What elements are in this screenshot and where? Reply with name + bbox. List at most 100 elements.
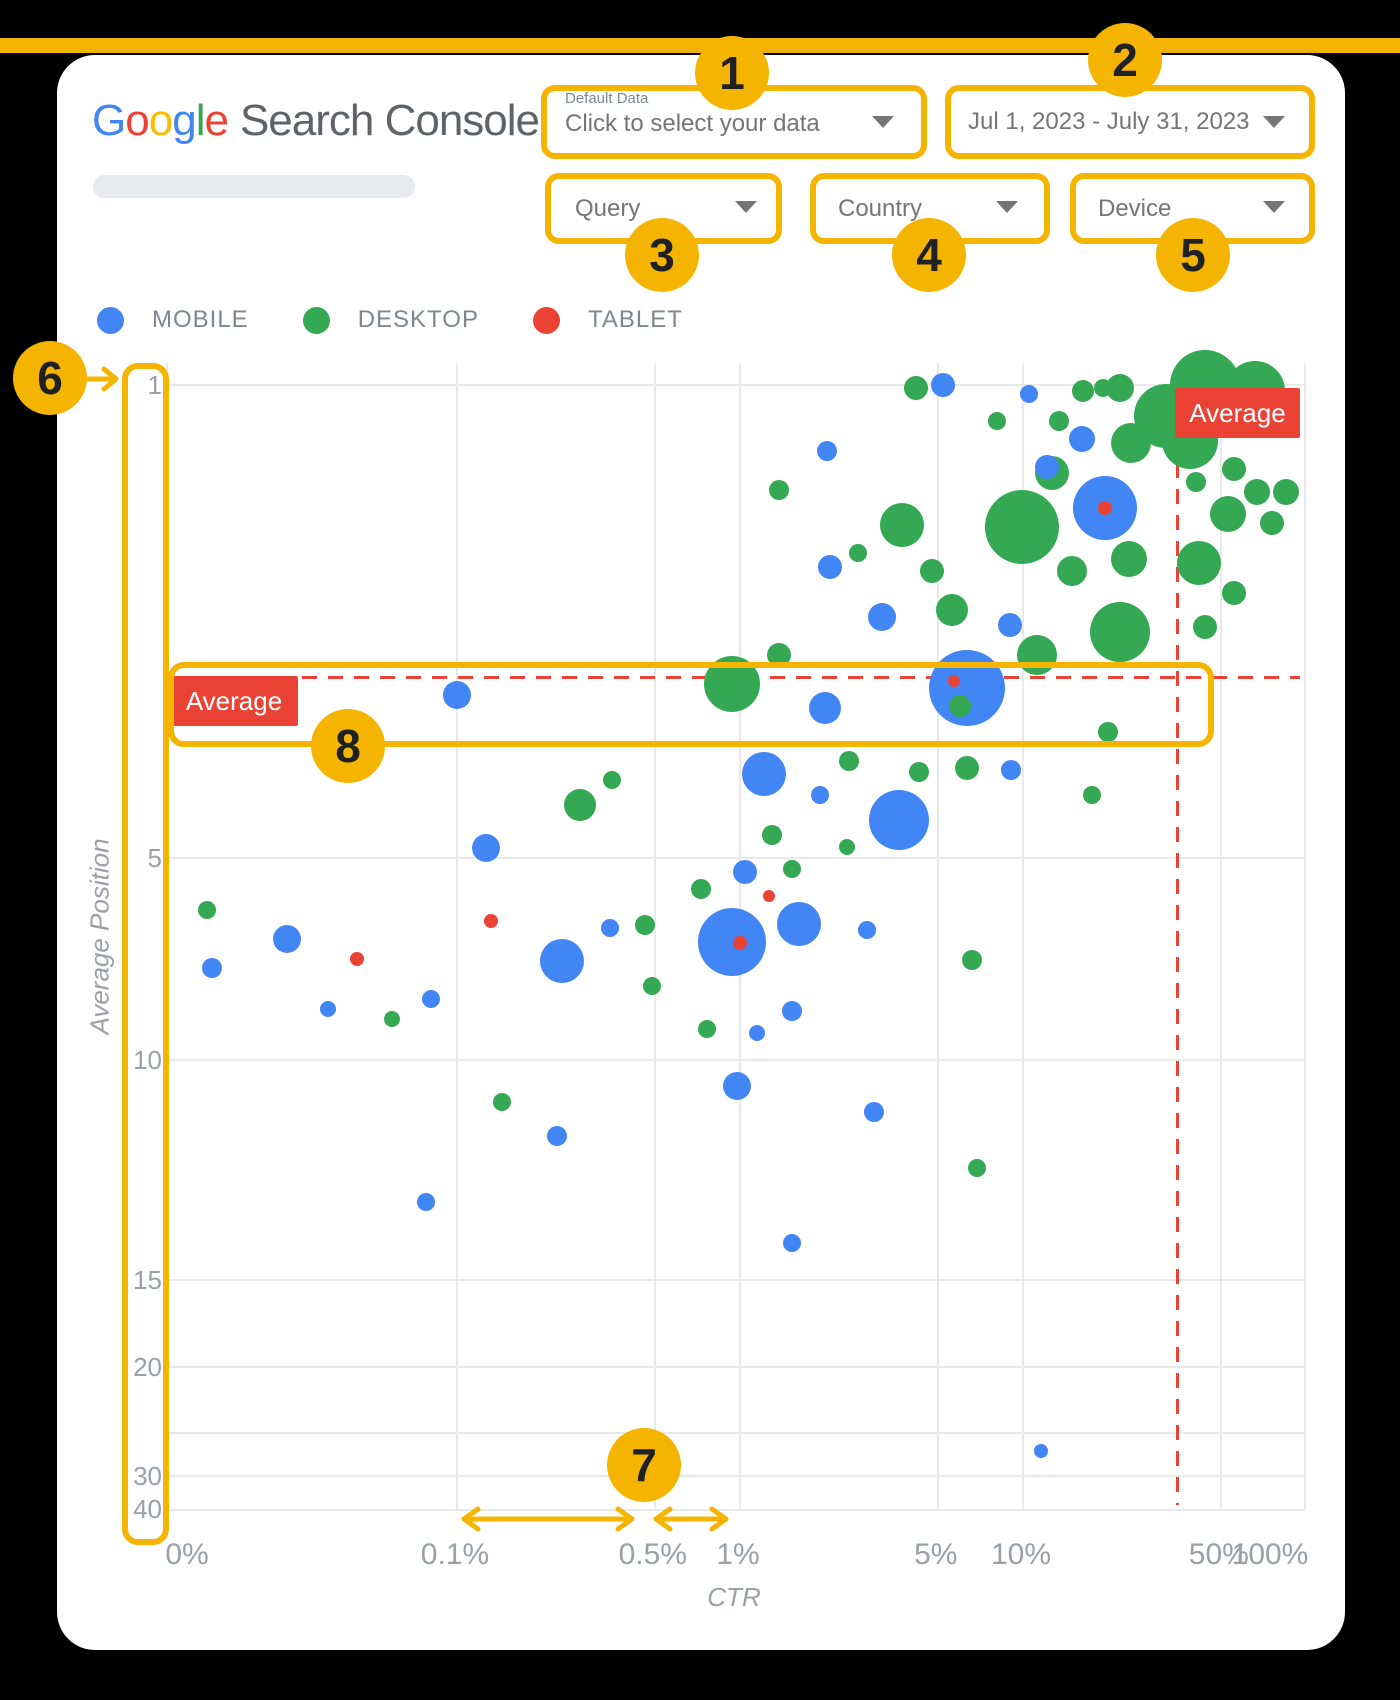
bubble-desktop[interactable] xyxy=(198,901,217,920)
bubble-mobile[interactable] xyxy=(1069,425,1096,452)
bubble-mobile[interactable] xyxy=(782,1000,803,1021)
bubble-desktop[interactable] xyxy=(492,1092,511,1111)
bubble-desktop[interactable] xyxy=(968,1158,987,1177)
bubble-mobile[interactable] xyxy=(723,1072,751,1101)
bubble-mobile[interactable] xyxy=(818,555,842,580)
bubble-mobile[interactable] xyxy=(998,612,1023,637)
bubble-tablet[interactable] xyxy=(484,913,499,928)
legend-dot-icon xyxy=(97,306,124,334)
bubble-desktop[interactable] xyxy=(1273,479,1300,506)
bubble-tablet[interactable] xyxy=(733,936,747,951)
average-ctr-badge: Average xyxy=(1174,388,1300,438)
bubble-desktop[interactable] xyxy=(384,1011,401,1028)
bubble-desktop[interactable] xyxy=(961,950,982,971)
y-axis-tick-label: 20 xyxy=(133,1352,162,1382)
bubble-desktop[interactable] xyxy=(603,770,622,789)
x-axis-tick-label: 0% xyxy=(165,1538,209,1571)
query-filter-label[interactable]: Query xyxy=(575,195,641,222)
bubble-mobile[interactable] xyxy=(443,680,471,709)
bubble-desktop[interactable] xyxy=(838,750,859,771)
bubble-desktop[interactable] xyxy=(984,489,1059,564)
bubble-tablet[interactable] xyxy=(947,675,960,688)
bubble-desktop[interactable] xyxy=(988,411,1007,430)
bubble-desktop[interactable] xyxy=(698,1020,717,1039)
bubble-desktop[interactable] xyxy=(1209,495,1246,532)
bubble-desktop[interactable] xyxy=(1016,635,1057,676)
bubble-desktop[interactable] xyxy=(1098,722,1119,743)
bubble-desktop[interactable] xyxy=(1111,541,1148,578)
bubble-desktop[interactable] xyxy=(1057,555,1087,586)
bubble-tablet[interactable] xyxy=(1098,501,1113,516)
bubble-mobile[interactable] xyxy=(1034,1444,1049,1459)
device-filter-label[interactable]: Device xyxy=(1098,195,1172,222)
legend-item-desktop[interactable]: DESKTOP xyxy=(302,306,479,334)
bubble-mobile[interactable] xyxy=(546,1125,567,1146)
legend-item-tablet[interactable]: TABLET xyxy=(532,306,683,334)
bubble-desktop[interactable] xyxy=(839,839,856,856)
bubble-desktop[interactable] xyxy=(1072,379,1095,402)
bubble-tablet[interactable] xyxy=(763,890,776,903)
legend-dot-icon xyxy=(532,306,560,334)
bubble-mobile[interactable] xyxy=(863,1101,884,1122)
bubble-mobile[interactable] xyxy=(809,691,842,724)
bubble-mobile[interactable] xyxy=(422,989,441,1008)
bubble-mobile[interactable] xyxy=(811,785,830,804)
bubble-tablet[interactable] xyxy=(349,952,364,967)
bubble-mobile[interactable] xyxy=(867,602,896,631)
bubble-mobile[interactable] xyxy=(417,1193,436,1212)
data-source-value[interactable]: Click to select your data xyxy=(565,110,820,137)
bubble-desktop[interactable] xyxy=(1089,602,1150,663)
bubble-mobile[interactable] xyxy=(777,902,822,947)
bubble-desktop[interactable] xyxy=(949,694,972,717)
bubble-desktop[interactable] xyxy=(1177,540,1222,585)
bubble-desktop[interactable] xyxy=(563,788,596,821)
bubble-mobile[interactable] xyxy=(319,1001,336,1018)
bubble-desktop[interactable] xyxy=(1186,471,1207,492)
bubble-desktop[interactable] xyxy=(935,593,968,626)
chart-legend: MOBILE DESKTOP TABLET xyxy=(97,306,683,334)
bubble-desktop[interactable] xyxy=(1260,511,1285,536)
bubble-desktop[interactable] xyxy=(1193,615,1218,640)
bubble-desktop[interactable] xyxy=(848,543,867,562)
bubble-chart-plot-area xyxy=(166,350,1306,1511)
bubble-desktop[interactable] xyxy=(1110,423,1151,464)
bubble-desktop[interactable] xyxy=(908,761,929,782)
bubble-desktop[interactable] xyxy=(1048,410,1069,431)
bubble-mobile[interactable] xyxy=(472,834,501,863)
bubble-mobile[interactable] xyxy=(732,859,757,884)
bubble-mobile[interactable] xyxy=(1035,454,1060,479)
bubble-mobile[interactable] xyxy=(868,790,929,851)
bubble-desktop[interactable] xyxy=(880,502,925,547)
bubble-desktop[interactable] xyxy=(768,480,789,501)
legend-item-mobile[interactable]: MOBILE xyxy=(97,306,249,334)
country-filter-label[interactable]: Country xyxy=(838,195,923,222)
bubble-desktop[interactable] xyxy=(1243,479,1270,506)
bubble-desktop[interactable] xyxy=(1082,785,1101,804)
bubble-desktop[interactable] xyxy=(1221,456,1246,481)
bubble-mobile[interactable] xyxy=(601,918,620,937)
bubble-desktop[interactable] xyxy=(920,558,945,583)
bubble-mobile[interactable] xyxy=(749,1024,766,1041)
bubble-desktop[interactable] xyxy=(634,915,655,936)
date-range-value[interactable]: Jul 1, 2023 - July 31, 2023 xyxy=(968,108,1250,135)
bubble-mobile[interactable] xyxy=(698,908,767,977)
bubble-desktop[interactable] xyxy=(954,755,979,780)
bubble-mobile[interactable] xyxy=(272,924,301,953)
bubble-mobile[interactable] xyxy=(540,939,584,984)
bubble-mobile[interactable] xyxy=(817,440,838,461)
bubble-desktop[interactable] xyxy=(1094,378,1113,397)
bubble-desktop[interactable] xyxy=(762,824,783,845)
bubble-desktop[interactable] xyxy=(1221,581,1246,606)
bubble-mobile[interactable] xyxy=(201,958,222,979)
bubble-desktop[interactable] xyxy=(904,375,929,400)
bubble-mobile[interactable] xyxy=(783,1233,802,1252)
bubble-mobile[interactable] xyxy=(1001,759,1022,780)
bubble-desktop[interactable] xyxy=(691,878,712,899)
bubble-mobile[interactable] xyxy=(857,920,876,939)
bubble-desktop[interactable] xyxy=(783,860,802,879)
date-range-dropdown[interactable] xyxy=(945,85,1315,159)
bubble-mobile[interactable] xyxy=(930,373,955,397)
bubble-mobile[interactable] xyxy=(742,752,787,797)
bubble-desktop[interactable] xyxy=(643,976,662,995)
bubble-mobile[interactable] xyxy=(1019,384,1038,403)
